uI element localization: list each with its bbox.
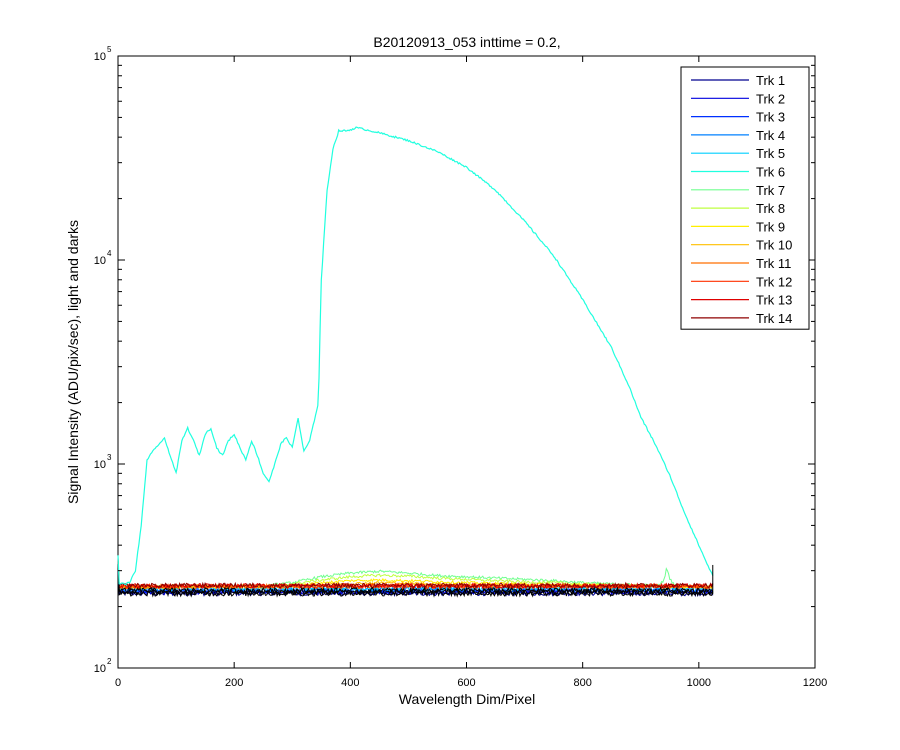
x-tick-label: 1000 <box>687 677 711 689</box>
x-axis-label: Wavelength Dim/Pixel <box>399 691 535 707</box>
legend-label: Trk 13 <box>756 293 792 308</box>
legend-label: Trk 2 <box>756 91 785 106</box>
y-tick-label-exp: 2 <box>107 657 112 666</box>
legend-label: Trk 6 <box>756 165 785 180</box>
legend-label: Trk 12 <box>756 274 792 289</box>
legend-label: Trk 3 <box>756 110 785 125</box>
legend-label: Trk 10 <box>756 238 792 253</box>
y-tick-label-exp: 5 <box>107 45 112 54</box>
legend-label: Trk 14 <box>756 311 792 326</box>
x-tick-label: 1200 <box>803 677 827 689</box>
legend-label: Trk 9 <box>756 219 785 234</box>
y-axis-label: Signal Intensity (ADU/pix/sec), light an… <box>65 220 81 504</box>
series-line-14 <box>117 559 714 590</box>
legend: Trk 1 Trk 2 Trk 3 Trk 4 Trk 5 Trk 6 Trk 7 Trk 8… <box>680 66 810 330</box>
x-tick-label: 600 <box>457 677 475 689</box>
y-tick-label-exp: 3 <box>107 453 112 462</box>
y-tick-label-base: 10 <box>94 663 106 675</box>
series-layer <box>117 126 714 598</box>
x-tick-label: 400 <box>341 677 359 689</box>
x-tick-label: 800 <box>573 677 591 689</box>
y-tick-label-base: 10 <box>94 255 106 267</box>
y-tick-label-base: 10 <box>94 51 106 63</box>
x-tick-label: 0 <box>115 677 121 689</box>
legend-label: Trk 8 <box>756 201 785 216</box>
legend-label: Trk 4 <box>756 128 785 143</box>
dark-line-3 <box>117 564 714 595</box>
chart-title: B20120913_053 inttime = 0.2, <box>373 34 560 50</box>
legend-label: Trk 7 <box>756 183 785 198</box>
series-line-6 <box>117 126 714 586</box>
y-tick-label-base: 10 <box>94 459 106 471</box>
legend-label: Trk 1 <box>756 73 785 88</box>
legend-label: Trk 5 <box>756 146 785 161</box>
legend-box <box>680 66 810 330</box>
legend-label: Trk 11 <box>756 256 791 271</box>
y-tick-label-exp: 4 <box>107 249 112 258</box>
x-tick-label: 200 <box>225 677 243 689</box>
